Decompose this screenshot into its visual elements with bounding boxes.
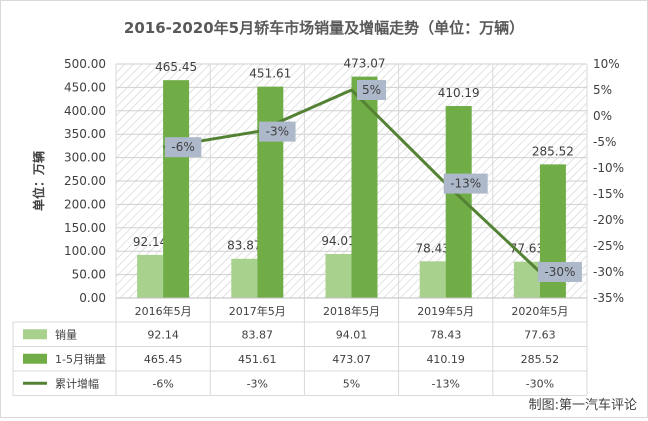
y-right-tick-label: -35% <box>593 291 624 305</box>
y-left-tick-label: 150.00 <box>64 221 106 235</box>
table-cell-value: -13% <box>431 377 459 390</box>
table-cell-value: 94.01 <box>336 328 368 341</box>
legend-entry: 销量 <box>55 327 77 341</box>
x-tick-label: 2016年5月 <box>135 304 192 318</box>
y-right-tick-label: -10% <box>593 161 624 175</box>
credit-text: 制图:第一汽车评论 <box>529 397 637 413</box>
y-axis-label: 单位：万辆 <box>31 151 46 211</box>
legend-swatch <box>23 353 47 364</box>
table-cell-value: 78.43 <box>430 328 462 341</box>
bar-data-label: 92.14 <box>133 235 167 249</box>
y-right-tick-label: 0% <box>593 109 612 123</box>
bar-monthly <box>325 254 352 298</box>
growth-data-label: -30% <box>544 265 575 279</box>
y-right-tick-label: -25% <box>593 239 624 253</box>
x-tick-label: 2019年5月 <box>417 304 474 318</box>
y-left-tick-label: 100.00 <box>64 244 106 258</box>
bar-monthly <box>419 261 446 298</box>
chart-title: 2016-2020年5月轿车市场销量及增幅走势（单位：万辆） <box>124 19 524 37</box>
y-left-tick-label: 250.00 <box>64 174 106 188</box>
bar-cumulative <box>163 80 190 298</box>
bar-cumulative <box>445 106 472 298</box>
y-left-tick-label: 450.00 <box>64 80 106 94</box>
growth-label-box <box>537 262 582 282</box>
table-cell-value: 92.14 <box>147 328 179 341</box>
legend-swatch <box>23 329 47 340</box>
growth-label-box <box>164 137 202 158</box>
y-left-tick-label: 400.00 <box>64 104 106 118</box>
bar-data-label: 285.52 <box>532 144 574 158</box>
bar-data-label: 83.87 <box>227 239 261 253</box>
growth-label-box <box>443 173 488 194</box>
table-cell-value: 5% <box>343 377 360 390</box>
table-cell-value: 465.45 <box>144 353 183 366</box>
bar-data-label: 451.61 <box>249 67 291 81</box>
y-right-tick-label: -15% <box>593 187 624 201</box>
table-cell-value: 83.87 <box>242 328 274 341</box>
bar-data-label: 410.19 <box>438 86 480 100</box>
table-cell-value: 77.63 <box>524 328 556 341</box>
table-cell-value: 285.52 <box>521 353 560 366</box>
bar-data-label: 465.45 <box>155 60 197 74</box>
y-left-tick-label: 200.00 <box>64 197 106 211</box>
growth-data-label: -6% <box>171 140 194 154</box>
bar-cumulative <box>351 76 378 298</box>
y-left-tick-label: 50.00 <box>72 268 106 282</box>
y-left-tick-label: 350.00 <box>64 127 106 141</box>
bar-cumulative <box>257 86 284 299</box>
y-left-tick-label: 500.00 <box>64 57 106 71</box>
growth-label-box <box>357 80 386 100</box>
table-cell-value: 410.19 <box>426 353 465 366</box>
x-tick-label: 2018年5月 <box>323 304 380 318</box>
y-right-tick-label: 5% <box>593 83 612 97</box>
table-cell-value: 451.61 <box>238 353 277 366</box>
legend-entry: 1-5月销量 <box>55 352 106 366</box>
y-right-tick-label: 10% <box>593 57 620 71</box>
y-left-tick-label: 300.00 <box>64 151 106 165</box>
y-right-tick-label: -30% <box>593 265 624 279</box>
x-tick-label: 2017年5月 <box>229 304 286 318</box>
x-tick-label: 2020年5月 <box>511 304 568 318</box>
growth-data-label: 5% <box>362 83 381 97</box>
growth-data-label: -13% <box>450 177 481 191</box>
plot-area: 0.00 50.00 100.00 150.00 200.00 250.00 300.00 3… <box>64 57 624 305</box>
table-cell-value: 473.07 <box>332 353 371 366</box>
y-right-tick-label: -5% <box>593 135 616 149</box>
bar-data-label: 473.07 <box>344 57 386 71</box>
bar-monthly <box>231 258 258 298</box>
table-cell-value: -3% <box>247 377 268 390</box>
growth-label-box <box>259 121 296 142</box>
bar-data-label: 78.43 <box>416 241 450 255</box>
y-right-tick-label: -20% <box>593 213 624 227</box>
legend-entry: 累计增幅 <box>55 376 99 390</box>
table-cell-value: -6% <box>152 377 173 390</box>
growth-data-label: -3% <box>266 125 289 139</box>
growth-line <box>162 88 541 274</box>
y-left-tick-label: 0.00 <box>79 291 106 305</box>
bar-monthly <box>137 254 164 298</box>
table-cell-value: -30% <box>526 377 554 390</box>
bar-data-label: 94.01 <box>321 234 355 248</box>
